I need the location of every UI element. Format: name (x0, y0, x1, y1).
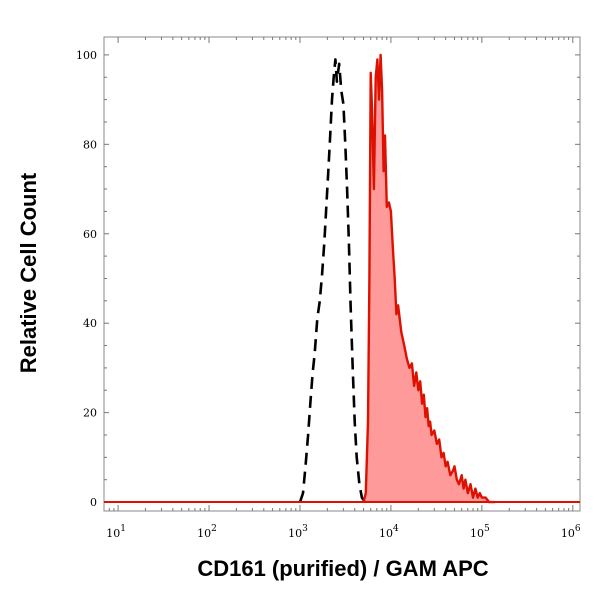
y-tick-label: 60 (83, 228, 97, 241)
y-tick-label: 0 (90, 496, 97, 509)
y-tick-label: 80 (83, 138, 97, 151)
x-axis-ticks: 101 102 103 104 105 106 (106, 524, 581, 540)
series-0-line (298, 58, 367, 503)
y-tick-label: 20 (83, 407, 97, 420)
y-axis-ticks: 0 20 40 60 80 100 (76, 49, 97, 509)
x-tick-label: 104 (379, 524, 399, 540)
x-axis-title: CD161 (purified) / GAM APC (197, 556, 488, 581)
x-tick-label: 103 (288, 524, 308, 540)
series-1-line (362, 53, 496, 504)
y-axis-title: Relative Cell Count (16, 172, 41, 373)
x-tick-label: 101 (106, 524, 126, 540)
y-tick-label: 40 (83, 317, 97, 330)
plot-frame (103, 36, 581, 512)
x-tick-label: 102 (197, 524, 217, 540)
minor-ticks (104, 37, 580, 511)
fill-layer (363, 54, 496, 503)
line-layer (104, 53, 580, 504)
x-tick-label: 106 (561, 524, 581, 540)
x-tick-label: 105 (470, 524, 490, 540)
series-1-area (363, 54, 496, 503)
y-tick-label: 100 (76, 49, 97, 62)
